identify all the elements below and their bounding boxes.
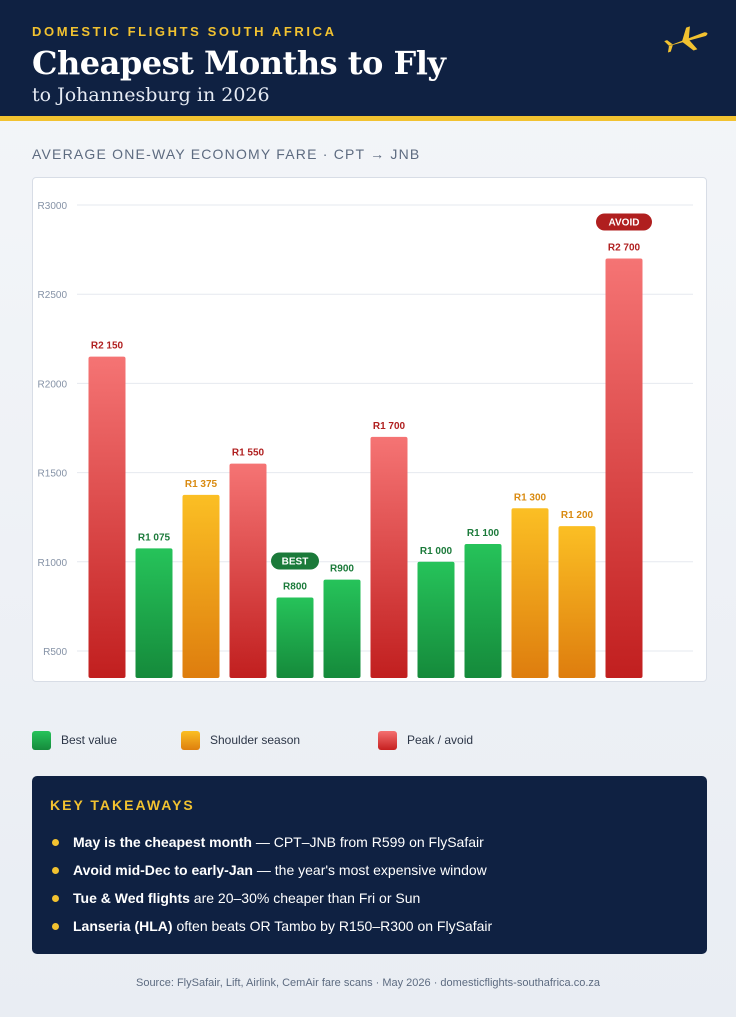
bar-value-label: R1 300	[514, 492, 547, 503]
y-tick-label: R1000	[38, 558, 68, 569]
takeaway-item: Lanseria (HLA) often beats OR Tambo by R…	[52, 912, 692, 940]
takeaway-text: often beats OR Tambo by R150–R300 on Fly…	[172, 918, 493, 934]
airplane-icon	[664, 26, 708, 53]
bullet-icon	[52, 922, 59, 930]
legend-swatch-peak	[378, 730, 397, 750]
legend-label-best: Best value	[61, 733, 118, 747]
y-tick-label: R500	[43, 647, 67, 658]
annotation-badge-peak	[596, 213, 652, 231]
bar-value-label: R1 075	[138, 532, 171, 543]
takeaway-bold: Avoid mid-Dec to early-Jan	[73, 862, 253, 878]
bar-value-label: R800	[283, 581, 307, 592]
bar-oct	[511, 508, 549, 678]
bar-dec	[605, 258, 643, 678]
key-takeaways-panel: KEY TAKEAWAYS May is the cheapest month …	[32, 776, 707, 954]
legend-label-peak: Peak / avoid	[407, 733, 474, 747]
takeaway-bold: May is the cheapest month	[73, 834, 252, 850]
takeaway-bold: Lanseria (HLA)	[73, 918, 173, 934]
bar-value-label: R1 000	[420, 546, 453, 557]
takeaway-item: May is the cheapest month — CPT–JNB from…	[52, 828, 692, 856]
source-footnote: Source: FlySafair, Lift, Airlink, CemAir…	[135, 977, 600, 989]
takeaway-item: Avoid mid-Dec to early-Jan — the year's …	[52, 856, 692, 884]
legend-label-shoulder: Shoulder season	[210, 733, 301, 747]
annotation-badge-text: AVOID	[609, 218, 640, 229]
bar-jun	[323, 579, 361, 678]
takeaway-text: — CPT–JNB from R599 on FlySafair	[251, 834, 484, 850]
page-subtitle: to Johannesburg in 2026	[32, 84, 270, 106]
bullet-icon	[52, 894, 59, 902]
bar-value-label: R1 375	[185, 479, 218, 490]
chart-legend: Best value Shoulder season Peak / avoid	[0, 729, 736, 751]
bar-mar	[182, 494, 220, 678]
header-accent-stripe	[0, 116, 736, 121]
header-banner: DOMESTIC FLIGHTS SOUTH AFRICA Cheapest M…	[0, 0, 736, 116]
bar-value-label: R1 200	[561, 510, 594, 521]
y-tick-label: R1500	[38, 469, 68, 480]
bar-value-label: R900	[330, 564, 354, 575]
bullet-icon	[52, 838, 59, 846]
legend-swatch-best	[32, 730, 51, 750]
legend-item-peak: Peak / avoid	[378, 729, 473, 751]
bar-value-label: R2 150	[91, 341, 124, 352]
y-tick-label: R3000	[38, 201, 68, 212]
header-kicker: DOMESTIC FLIGHTS SOUTH AFRICA	[32, 24, 337, 39]
legend-swatch-shoulder	[181, 730, 200, 750]
bar-jan	[88, 356, 126, 678]
chart-section-label: AVERAGE ONE-WAY ECONOMY FARE · CPT → JNB	[32, 146, 421, 162]
bar-nov	[558, 526, 596, 678]
page-title: Cheapest Months to Fly	[32, 44, 446, 82]
bar-value-label: R1 700	[373, 421, 406, 432]
bar-aug	[417, 561, 455, 678]
bar-feb	[135, 548, 173, 678]
legend-item-shoulder: Shoulder season	[181, 729, 300, 751]
bar-sep	[464, 543, 502, 678]
bullet-icon	[52, 866, 59, 874]
legend-item-best: Best value	[32, 729, 117, 751]
takeaways-title: KEY TAKEAWAYS	[50, 797, 195, 813]
annotation-badge-best	[271, 552, 319, 570]
takeaway-bold: Tue & Wed flights	[73, 890, 190, 906]
takeaway-text: are 20–30% cheaper than Fri or Sun	[189, 890, 421, 906]
y-tick-label: R2000	[38, 379, 68, 390]
bar-value-label: R2 700	[608, 243, 641, 254]
bar-apr	[229, 463, 267, 678]
bar-value-label: R1 550	[232, 448, 265, 459]
bar-may	[276, 597, 314, 678]
takeaway-item: Tue & Wed flights are 20–30% cheaper tha…	[52, 884, 692, 912]
takeaways-list: May is the cheapest month — CPT–JNB from…	[52, 828, 692, 940]
annotation-badge-text: BEST	[282, 556, 309, 567]
takeaway-text: — the year's most expensive window	[252, 862, 487, 878]
y-tick-label: R2500	[38, 290, 68, 301]
bar-jul	[370, 436, 408, 678]
bar-value-label: R1 100	[467, 528, 500, 539]
